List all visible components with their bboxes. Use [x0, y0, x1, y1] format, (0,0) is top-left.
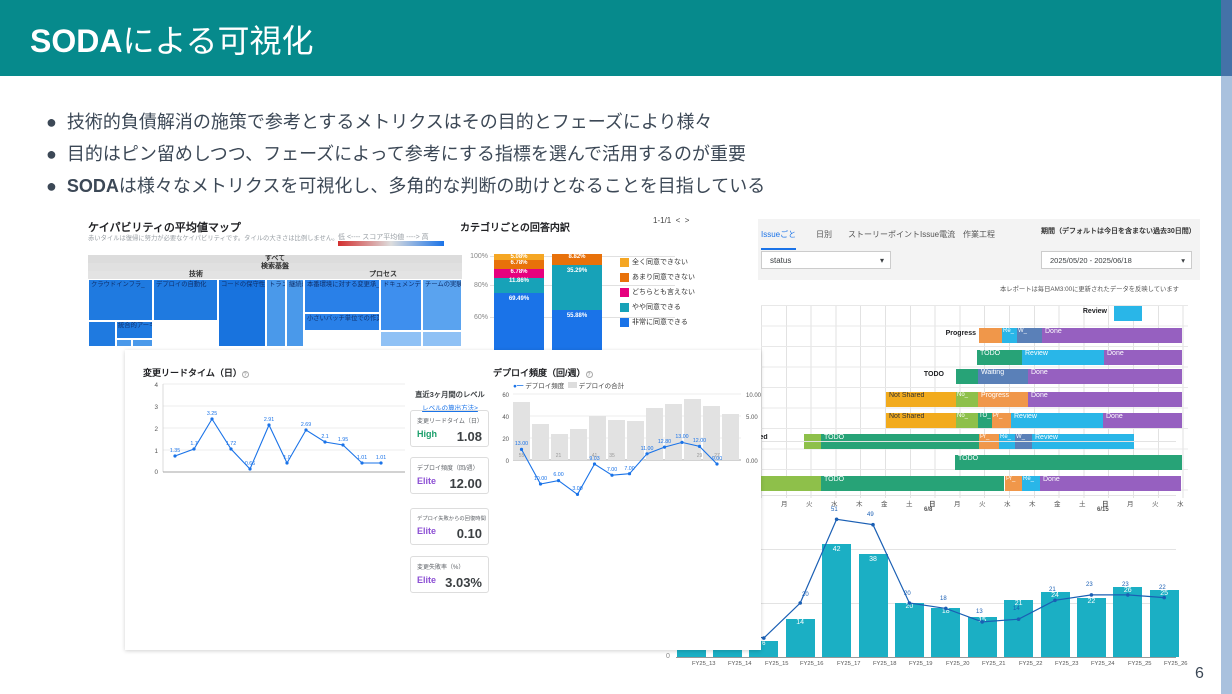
svg-text:35: 35 [609, 453, 615, 459]
svg-text:1.0: 1.0 [283, 455, 290, 461]
svg-text:2.91: 2.91 [264, 417, 274, 423]
svg-text:27: 27 [714, 453, 720, 459]
svg-text:6.00: 6.00 [553, 472, 563, 478]
svg-text:21: 21 [556, 453, 562, 459]
svg-text:3.00: 3.00 [572, 486, 582, 492]
svg-text:20: 20 [502, 437, 509, 443]
svg-text:2.69: 2.69 [301, 422, 311, 428]
svg-text:55: 55 [519, 453, 525, 459]
svg-text:0.66: 0.66 [245, 461, 255, 467]
svg-text:11.00: 11.00 [641, 446, 654, 452]
svg-text:13.00: 13.00 [675, 434, 688, 440]
svg-text:12.00: 12.00 [693, 438, 706, 444]
svg-text:41: 41 [592, 453, 598, 459]
svg-text:12.80: 12.80 [658, 439, 671, 445]
svg-text:2.1: 2.1 [321, 434, 328, 440]
svg-text:29: 29 [697, 453, 703, 459]
svg-text:3.25: 3.25 [207, 411, 217, 417]
svg-text:4: 4 [154, 382, 158, 389]
svg-text:2: 2 [154, 426, 158, 433]
svg-text:5.00: 5.00 [746, 415, 758, 421]
svg-text:7.00: 7.00 [624, 466, 634, 472]
svg-text:1.01: 1.01 [376, 455, 386, 461]
svg-text:40: 40 [502, 415, 509, 421]
svg-text:0: 0 [154, 469, 158, 476]
svg-text:7.00: 7.00 [607, 467, 617, 473]
svg-text:13.00: 13.00 [515, 441, 528, 447]
svg-text:1.35: 1.35 [170, 448, 180, 454]
svg-text:0: 0 [506, 459, 510, 465]
svg-text:60: 60 [502, 393, 509, 399]
svg-text:10.00: 10.00 [746, 393, 762, 399]
svg-text:10.00: 10.00 [534, 476, 547, 482]
svg-text:1.7: 1.7 [190, 441, 197, 447]
svg-text:0.00: 0.00 [746, 459, 758, 465]
svg-text:1: 1 [154, 448, 158, 455]
svg-text:1.72: 1.72 [226, 441, 236, 447]
svg-text:3: 3 [154, 404, 158, 411]
svg-text:1.01: 1.01 [357, 455, 367, 461]
svg-text:1.95: 1.95 [338, 437, 348, 443]
